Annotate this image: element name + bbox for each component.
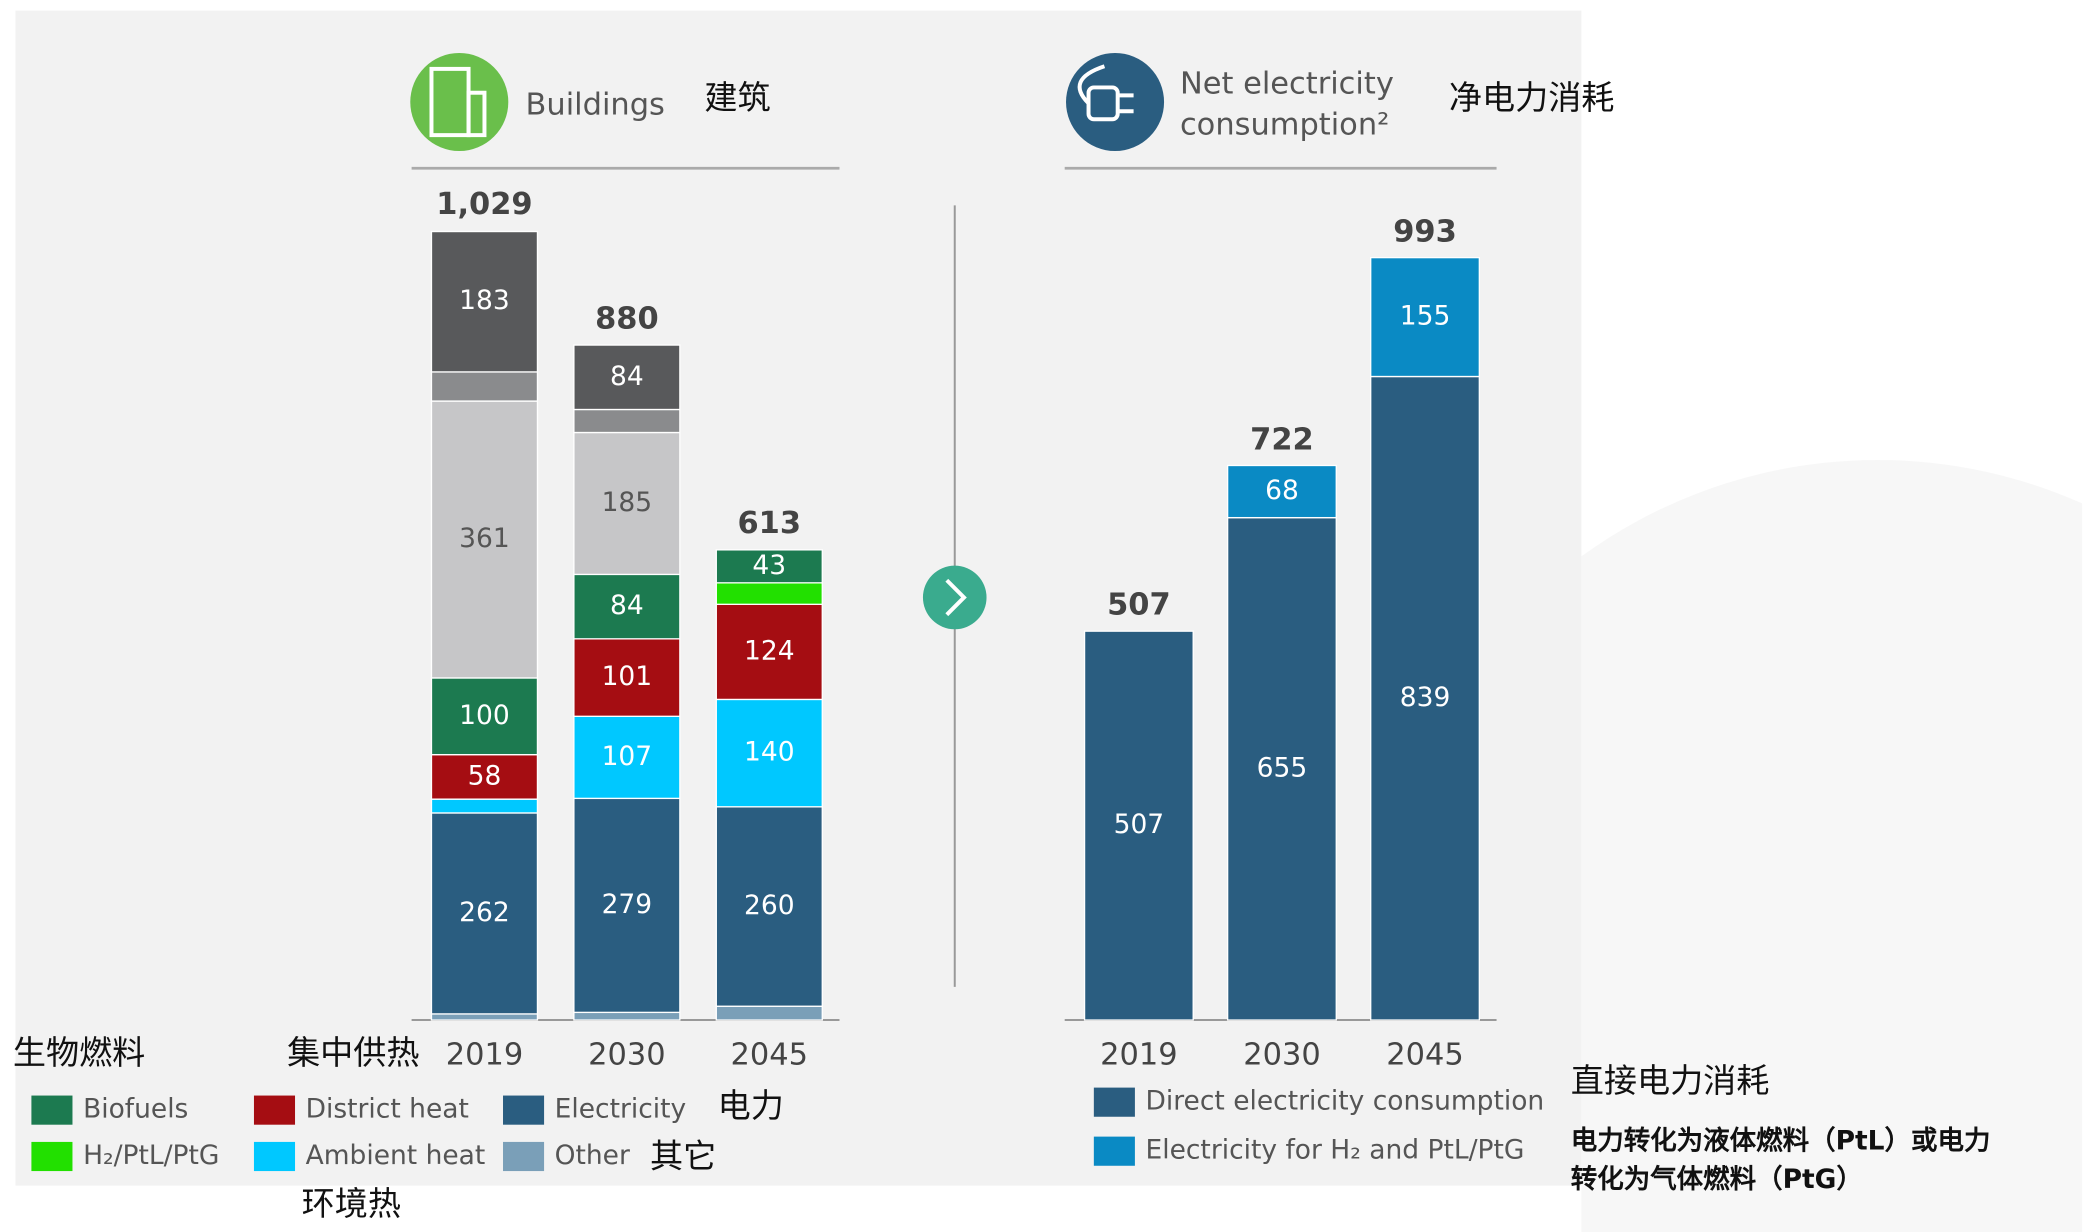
bar-segment — [430, 677, 539, 756]
legend-swatch — [1093, 1136, 1135, 1166]
legend-swatch — [503, 1141, 545, 1172]
total-label: 1,029 — [436, 187, 532, 222]
bar-segment — [1370, 375, 1480, 1021]
x-tick-label: 2030 — [588, 1037, 666, 1072]
x-tick-label: 2019 — [446, 1037, 524, 1072]
data-label: 655 — [1257, 752, 1308, 783]
total-label: 880 — [595, 301, 659, 336]
bar-segment — [573, 573, 681, 640]
legend-label: Ambient heat — [306, 1140, 486, 1171]
data-label: 100 — [459, 700, 510, 731]
bar-segment — [573, 638, 681, 717]
data-label: 43 — [752, 550, 786, 581]
annotation: 生物燃料 — [13, 1033, 145, 1072]
x-tick-label: 2045 — [731, 1037, 809, 1072]
data-label: 839 — [1400, 682, 1451, 713]
data-label: 101 — [602, 661, 653, 692]
total-label: 613 — [737, 506, 801, 541]
bar-segment — [573, 1011, 681, 1021]
data-label: 124 — [744, 635, 795, 666]
x-tick-label: 2045 — [1386, 1037, 1464, 1072]
bar-segment — [715, 698, 823, 808]
legend-label: Direct electricity consumption — [1146, 1086, 1545, 1117]
bar-segment — [430, 400, 539, 679]
data-label: 84 — [610, 361, 644, 392]
bar-segment — [715, 1005, 823, 1021]
data-label: 507 — [1114, 809, 1165, 840]
data-label: 107 — [602, 741, 653, 772]
annotation: 直接电力消耗 — [1571, 1061, 1770, 1100]
x-tick-label: 2030 — [1243, 1037, 1321, 1072]
annotation: 电力 — [718, 1086, 784, 1125]
watermark — [1581, 459, 2083, 1232]
bar-segment — [430, 230, 539, 373]
legend-swatch — [253, 1095, 296, 1125]
annotation: 电力转化为液体燃料（PtL）或电力 — [1571, 1125, 1991, 1156]
data-label: 279 — [602, 889, 653, 920]
buildings-icon — [466, 90, 487, 138]
bar-segment — [430, 371, 539, 402]
bar-segment — [573, 797, 681, 1014]
chart-title: Buildings — [526, 87, 665, 122]
data-label: 183 — [459, 285, 510, 316]
annotation: 净电力消耗 — [1449, 78, 1615, 117]
bar-segment — [715, 549, 823, 584]
arrow-icon — [945, 578, 967, 617]
bar-segment — [1226, 464, 1337, 519]
legend-label: Electricity for H₂ and PtL/PtG — [1146, 1135, 1525, 1166]
bar-segment — [1370, 256, 1480, 378]
legend-label: Other — [555, 1140, 630, 1171]
data-label: 84 — [610, 590, 644, 621]
chart-title: consumption² — [1180, 107, 1389, 142]
annotation: 环境热 — [302, 1184, 401, 1223]
legend-swatch — [503, 1095, 545, 1125]
bar-segment — [573, 408, 681, 434]
bar-segment — [430, 798, 539, 814]
arrow-icon — [922, 565, 987, 630]
legend-swatch — [31, 1095, 73, 1125]
plug-icon — [1066, 52, 1165, 152]
data-label: 262 — [459, 897, 510, 928]
x-tick-label: 2019 — [1100, 1037, 1178, 1072]
legend-label: District heat — [306, 1094, 469, 1125]
bar-segment — [1083, 630, 1194, 1021]
legend-label: H₂/PtL/PtG — [83, 1140, 219, 1171]
data-label: 140 — [744, 737, 795, 768]
data-label: 185 — [602, 487, 653, 518]
data-label: 260 — [744, 890, 795, 921]
annotation: 集中供热 — [287, 1033, 419, 1072]
data-label: 155 — [1400, 301, 1451, 332]
legend-label: Electricity — [555, 1094, 687, 1125]
annotation: 转化为气体燃料（PtG） — [1571, 1164, 1863, 1195]
bar-segment — [573, 344, 681, 411]
bar-segment — [573, 715, 681, 800]
annotation: 建筑 — [704, 78, 770, 117]
legend-swatch — [1093, 1087, 1135, 1117]
bar-segment — [430, 812, 539, 1015]
data-label: 361 — [459, 523, 510, 554]
legend-swatch — [31, 1141, 73, 1172]
data-label: 68 — [1265, 475, 1299, 506]
chart-title: Net electricity — [1180, 66, 1394, 101]
plug-icon — [1077, 64, 1106, 105]
data-label: 58 — [468, 760, 502, 791]
bar-segment — [430, 1013, 539, 1021]
bar-segment — [715, 582, 823, 605]
total-label: 993 — [1393, 215, 1457, 250]
legend-label: Biofuels — [83, 1094, 188, 1125]
total-label: 507 — [1107, 587, 1171, 622]
bar-segment — [573, 431, 681, 576]
legend-swatch — [253, 1141, 296, 1172]
bar-segment — [1226, 516, 1337, 1021]
annotation: 其它 — [650, 1136, 716, 1175]
total-label: 722 — [1250, 423, 1314, 458]
